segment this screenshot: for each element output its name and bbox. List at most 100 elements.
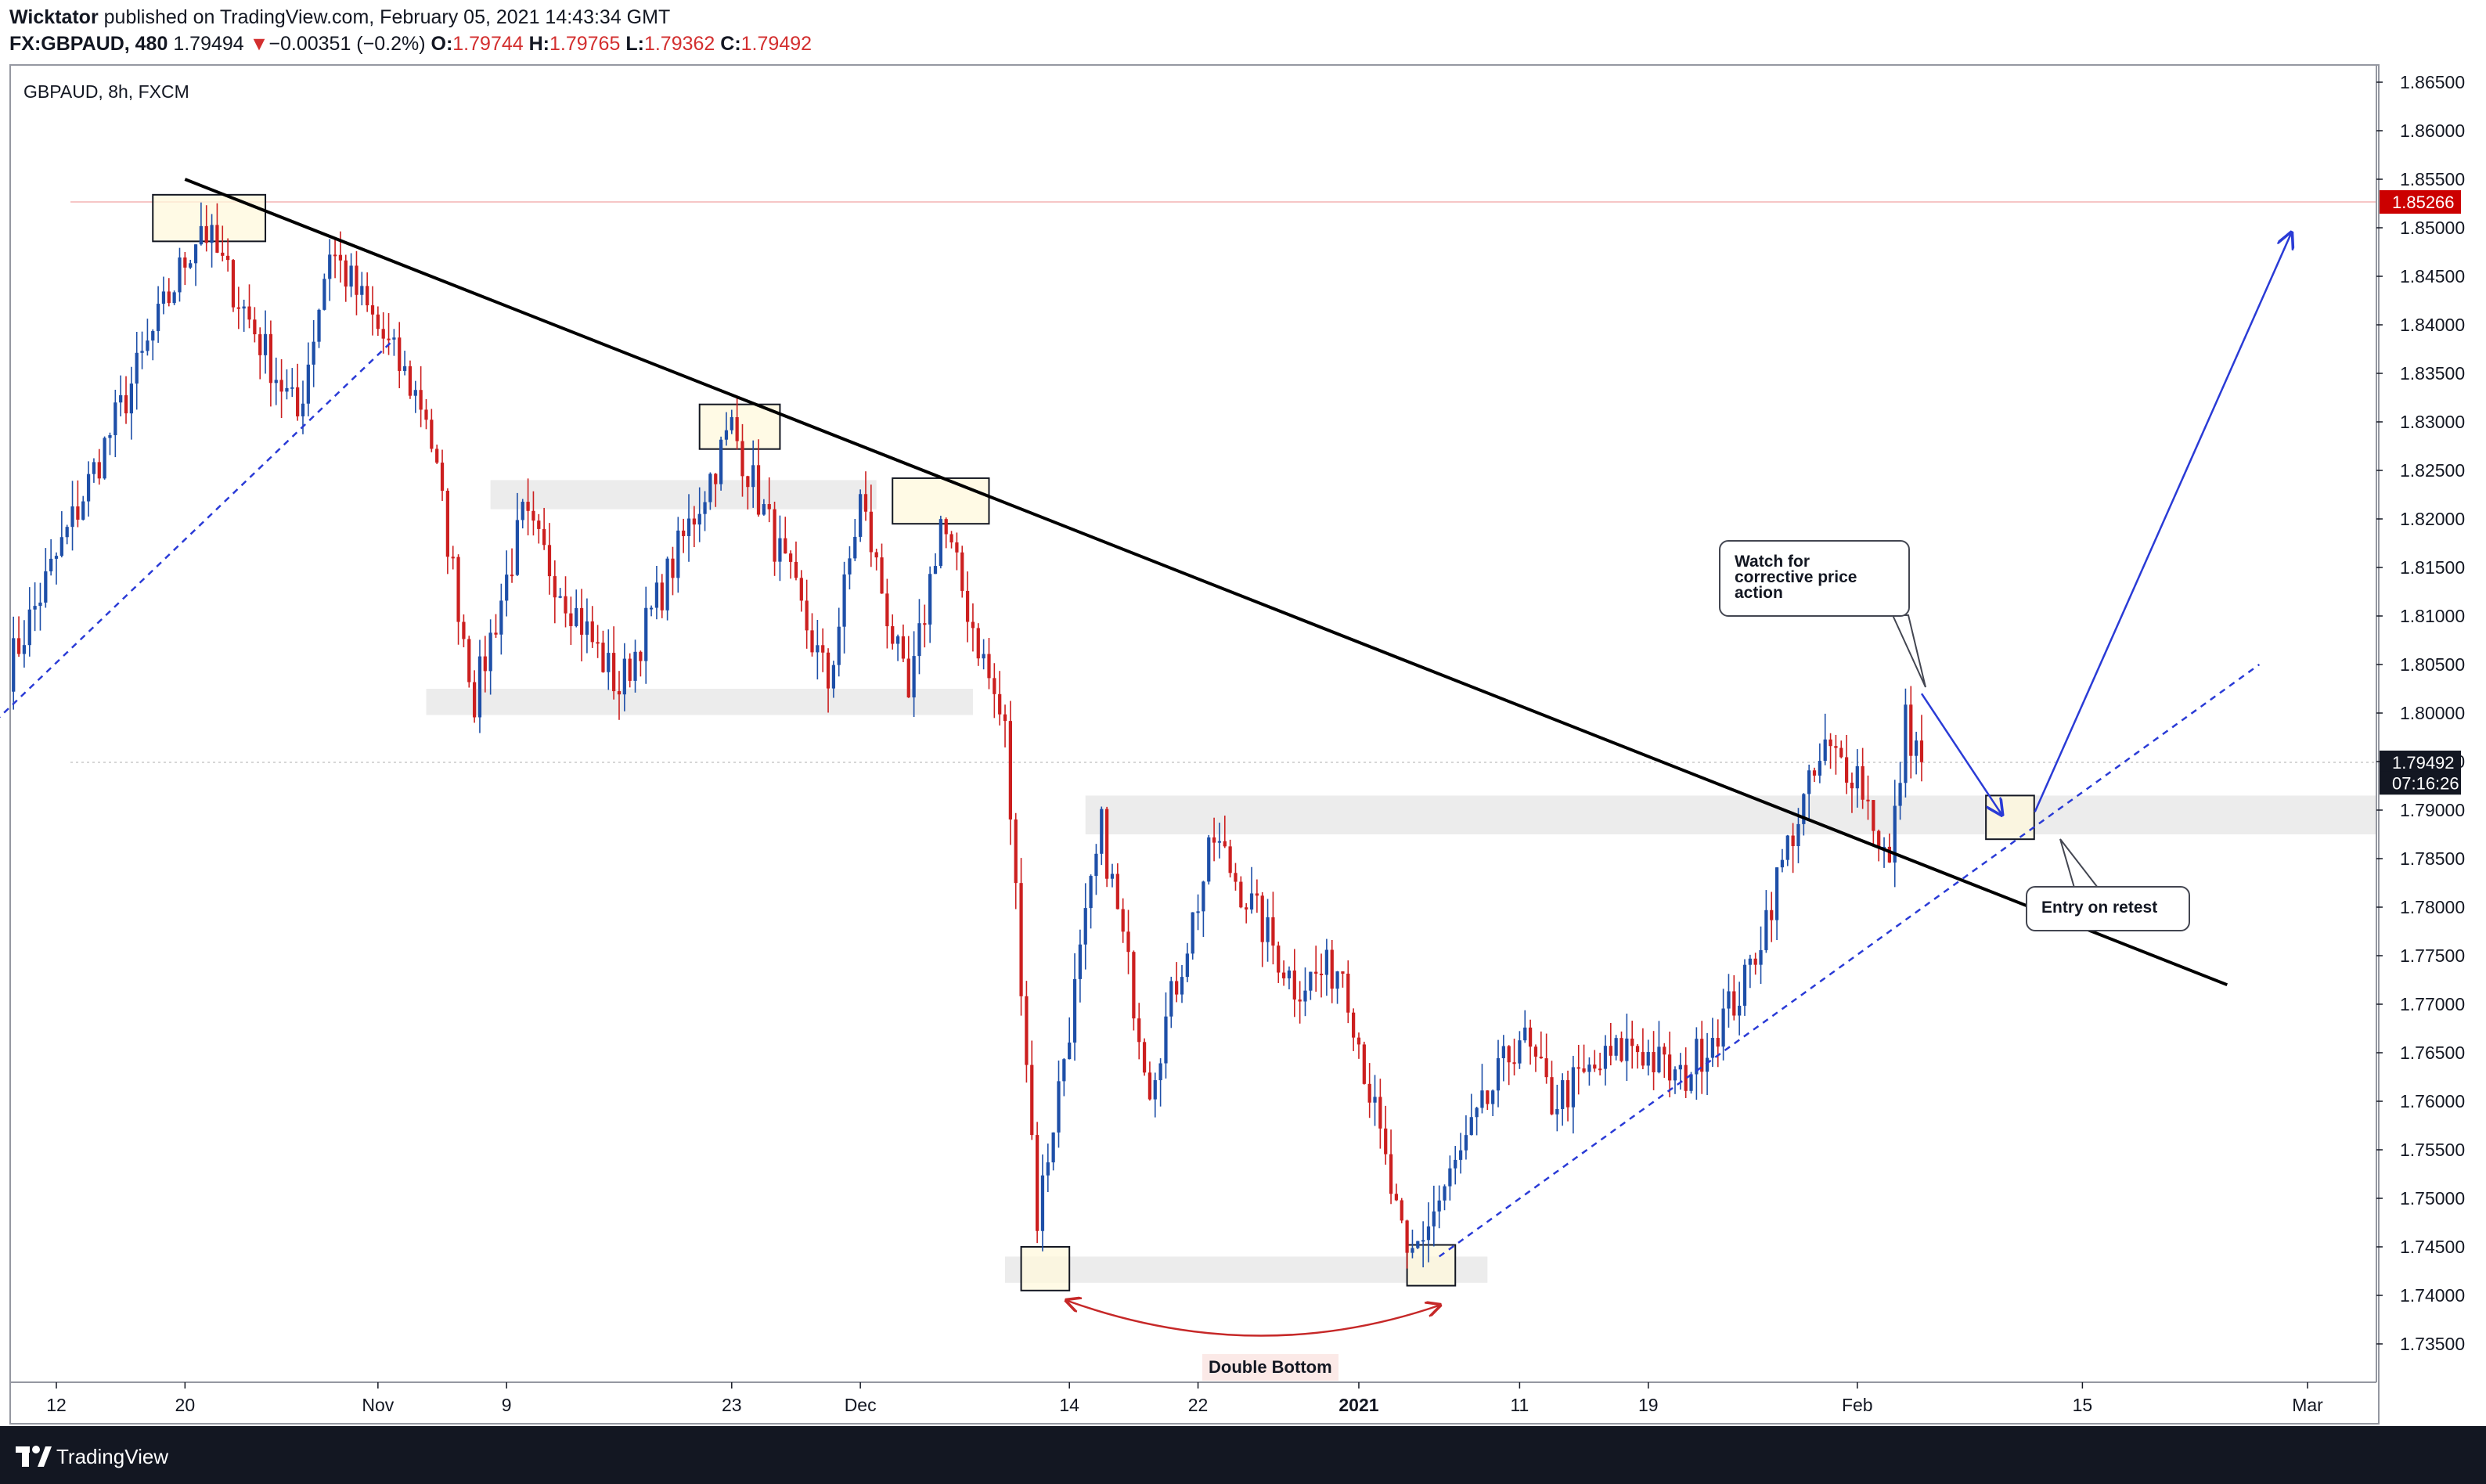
candle-body	[1770, 909, 1774, 920]
candle	[1110, 863, 1115, 888]
candle-body	[1298, 999, 1302, 1002]
candle-body	[161, 291, 166, 304]
candle-body	[686, 518, 691, 536]
candle	[1727, 974, 1731, 1028]
candle	[258, 327, 262, 380]
time-tick-label: 19	[1638, 1395, 1659, 1415]
candle	[1346, 960, 1350, 1024]
candle-body	[1175, 981, 1179, 995]
double-bottom-label[interactable]: Double Bottom	[1202, 1354, 1338, 1381]
candle	[1421, 1221, 1425, 1268]
candle	[601, 630, 605, 673]
candle-body	[413, 390, 417, 396]
candle-body	[236, 307, 240, 309]
candle	[33, 582, 37, 632]
candle	[510, 548, 514, 583]
trend-lines	[0, 178, 2261, 1258]
candle	[1281, 960, 1286, 986]
candle-body	[483, 656, 487, 672]
candle	[799, 570, 803, 612]
high-label: H:	[528, 33, 549, 55]
candle-body	[789, 553, 793, 562]
author-name[interactable]: Wicktator	[9, 6, 99, 28]
candle-body	[178, 257, 182, 293]
candle-body	[1904, 704, 1908, 783]
price-zone	[426, 689, 973, 715]
candle-body	[756, 465, 761, 515]
candle	[59, 511, 63, 558]
candle-body	[1083, 908, 1087, 945]
candle	[1496, 1039, 1501, 1108]
candle-body	[1839, 747, 1843, 758]
candle-body	[247, 306, 251, 320]
candle	[1641, 1028, 1645, 1070]
candle-body	[167, 291, 171, 304]
candle-body	[1587, 1064, 1591, 1072]
candle-body	[1507, 1046, 1511, 1063]
candle-body	[1287, 970, 1292, 978]
candle	[895, 634, 900, 661]
candle-body	[1823, 739, 1827, 762]
price-tick-label: 1.75500	[2400, 1140, 2465, 1160]
candle-body	[1003, 714, 1007, 722]
candle-body	[1137, 1018, 1141, 1043]
candle-body	[1411, 1248, 1414, 1253]
candle-body	[1072, 978, 1077, 1043]
chart-symbol-label: GBPAUD, 8h, FXCM	[23, 81, 189, 102]
candle	[1008, 701, 1012, 845]
watch-corrective-callout[interactable]: Watch for corrective price action	[1719, 540, 1910, 617]
projection-up-arrow	[2034, 232, 2292, 812]
candle-body	[939, 519, 942, 567]
candle	[317, 308, 321, 348]
candle	[1898, 762, 1902, 820]
candle-body	[1228, 846, 1232, 873]
entry-on-retest-callout[interactable]: Entry on retest	[2026, 886, 2190, 931]
candle-body	[402, 366, 407, 371]
candle	[1298, 981, 1302, 1024]
candle-body	[531, 510, 535, 521]
candle-body	[38, 602, 42, 607]
tradingview-logo-icon[interactable]	[16, 1442, 52, 1468]
candle-body	[226, 255, 230, 261]
candle-body	[274, 380, 278, 384]
candle-body	[622, 658, 626, 695]
candle-body	[762, 504, 766, 515]
candle	[215, 203, 219, 254]
candle	[596, 625, 600, 658]
candle	[863, 471, 868, 521]
candle-body	[1893, 805, 1897, 863]
chart-canvas[interactable]: 1.86500 1.86000 1.85500 1.85000 1.84500 1.840…	[0, 0, 2486, 1425]
candle	[1245, 902, 1248, 924]
candle	[1373, 1075, 1377, 1126]
candle-body	[477, 656, 482, 718]
candle	[387, 313, 391, 355]
price-tick-label: 1.73500	[2400, 1334, 2465, 1354]
candle	[1212, 817, 1216, 862]
candle	[1319, 953, 1324, 998]
price-tick-label: 1.84000	[2400, 315, 2465, 335]
candle-body	[1561, 1080, 1565, 1109]
candle	[1330, 939, 1334, 1003]
candle-body	[1202, 881, 1205, 912]
candle-body	[799, 578, 803, 601]
time-tick-label: 2021	[1338, 1395, 1378, 1415]
tradingview-brand[interactable]: TradingView	[56, 1445, 169, 1468]
time-tick-label: 23	[722, 1395, 742, 1415]
candle	[161, 276, 166, 315]
candle	[70, 481, 74, 551]
candle	[44, 548, 48, 608]
candle	[1544, 1033, 1548, 1084]
candle-body	[1689, 1074, 1693, 1091]
symbol-resolution[interactable]: FX:GBPAUD, 480	[9, 33, 168, 55]
candle-body	[579, 607, 584, 635]
candle-body	[1855, 765, 1859, 789]
candle	[1132, 950, 1136, 1031]
candle	[1394, 1183, 1399, 1201]
candle	[1083, 883, 1087, 970]
candle	[370, 286, 375, 336]
candle-body	[172, 292, 176, 304]
candle-body	[1223, 841, 1227, 847]
candle-body	[1158, 1063, 1162, 1081]
time-tick-label: 14	[1059, 1395, 1079, 1415]
candle-body	[537, 520, 541, 529]
